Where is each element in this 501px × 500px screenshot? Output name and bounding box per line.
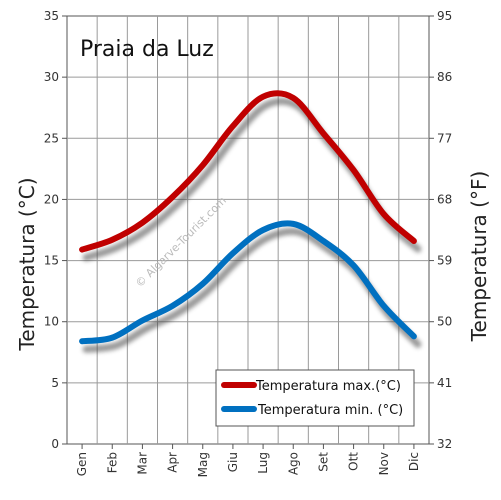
x-axis-ticks: Gen Feb Mar Apr Mag Giu Lug Ago Set Ott Nov Dic <box>75 444 421 477</box>
series-line-min <box>79 220 417 345</box>
x-tick-label: Mar <box>135 452 149 475</box>
left-tick-label: 25 <box>44 131 59 145</box>
left-tick-label: 5 <box>51 376 59 390</box>
x-tick-label: Apr <box>166 452 180 473</box>
left-axis-ticks: 0 5 10 15 20 25 30 35 <box>44 9 67 451</box>
left-tick-label: 0 <box>51 437 59 451</box>
right-tick-label: 86 <box>437 70 452 84</box>
x-tick-label: Ott <box>347 452 361 471</box>
x-tick-label: Giu <box>226 452 240 472</box>
right-tick-label: 59 <box>437 254 452 268</box>
right-tick-label: 50 <box>437 315 452 329</box>
legend-label-max: Temperatura max.(°C) <box>255 379 401 394</box>
y-axis-title-right: Temperatura (°F) <box>467 171 491 343</box>
right-axis-ticks: 32 41 50 59 68 77 86 95 <box>429 9 452 451</box>
x-tick-label: Dic <box>407 452 421 471</box>
right-tick-label: 68 <box>437 192 452 206</box>
legend-box <box>215 369 415 427</box>
x-tick-label: Gen <box>75 452 89 476</box>
x-tick-label: Mag <box>196 452 210 477</box>
legend-label-min: Temperatura min. (°C) <box>257 403 403 418</box>
series-layer <box>79 90 422 353</box>
y-axis-title-left: Temperatura (°C) <box>15 177 39 351</box>
series-line-max <box>79 90 417 253</box>
left-tick-label: 10 <box>44 315 59 329</box>
right-tick-label: 41 <box>437 376 452 390</box>
x-tick-label: Lug <box>256 452 270 474</box>
x-tick-label: Ago <box>286 452 300 475</box>
x-tick-label: Nov <box>377 452 391 475</box>
chart-title: Praia da Luz <box>80 37 214 62</box>
right-tick-label: 95 <box>437 9 452 23</box>
legend: Temperatura max.(°C) Temperatura min. (°… <box>215 369 415 427</box>
x-tick-label: Feb <box>105 452 119 473</box>
left-tick-label: 30 <box>44 70 59 84</box>
left-tick-label: 15 <box>44 254 59 268</box>
left-tick-label: 20 <box>44 192 59 206</box>
right-tick-label: 32 <box>437 437 452 451</box>
x-tick-label: Set <box>316 452 330 472</box>
right-tick-label: 77 <box>437 131 452 145</box>
left-tick-label: 35 <box>44 9 59 23</box>
